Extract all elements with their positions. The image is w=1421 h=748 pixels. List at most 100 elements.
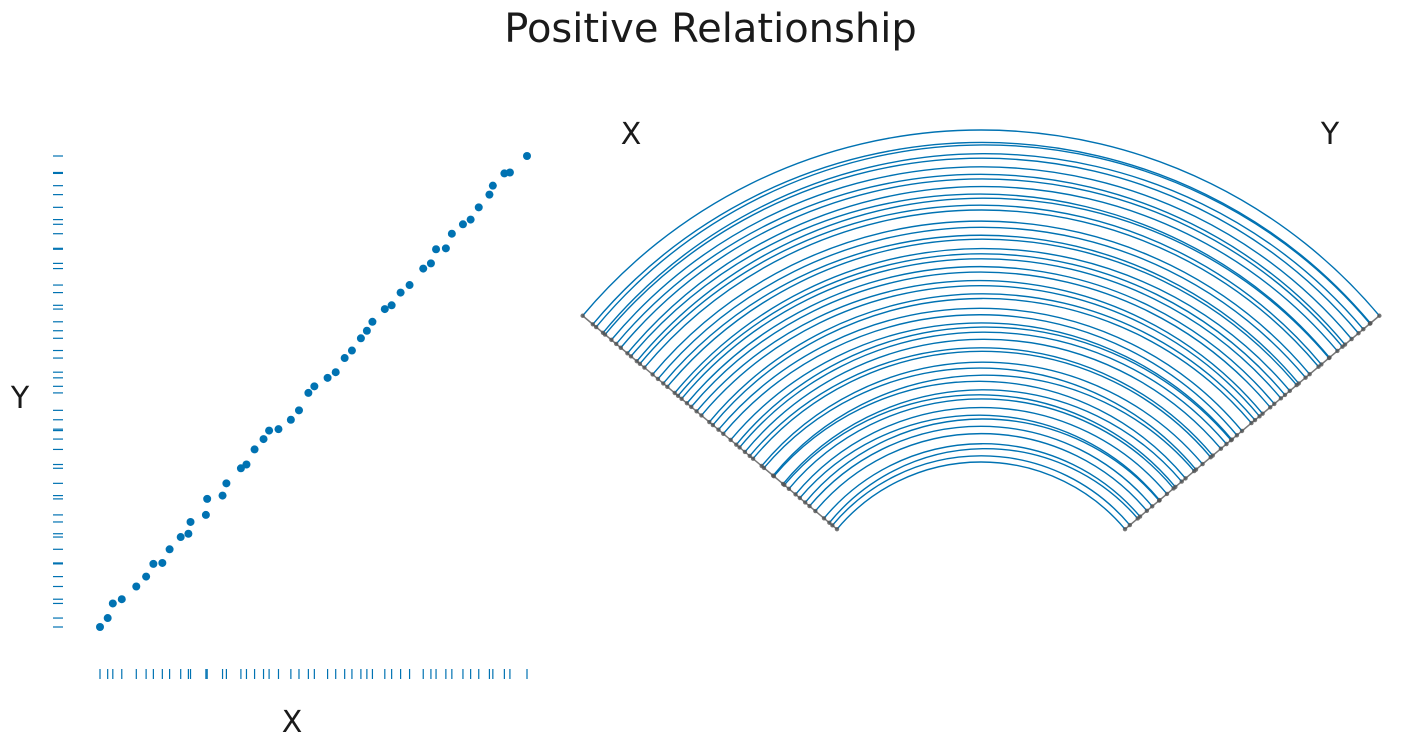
connection-arc xyxy=(657,226,1307,380)
x-node xyxy=(694,409,699,414)
y-node xyxy=(1368,321,1373,326)
x-node xyxy=(813,508,818,514)
scatter-point xyxy=(466,215,475,224)
connection-arc xyxy=(674,247,1291,394)
y-node xyxy=(1268,405,1273,410)
scatter-point xyxy=(132,582,141,591)
x-node xyxy=(699,413,704,418)
y-node xyxy=(1229,437,1235,442)
connection-arc xyxy=(735,326,1232,446)
y-node xyxy=(1157,497,1162,503)
scatter-point xyxy=(274,425,283,434)
y-node xyxy=(1179,479,1184,484)
scatter-point xyxy=(323,373,332,382)
scatter-point xyxy=(447,229,456,238)
scatter-point xyxy=(259,435,268,444)
scatter-point xyxy=(340,354,349,363)
connection-arc xyxy=(686,265,1275,405)
x-node xyxy=(827,520,832,525)
connection-arc xyxy=(794,406,1168,495)
connection-arc xyxy=(804,418,1160,503)
connection-arc xyxy=(643,209,1320,369)
y-node xyxy=(1361,326,1366,332)
y-node xyxy=(1303,375,1308,380)
y-node xyxy=(1377,313,1382,318)
connection-arc xyxy=(666,238,1298,388)
scatter-point xyxy=(149,559,158,568)
connection-arc xyxy=(696,279,1264,415)
connection-arc xyxy=(615,173,1346,346)
x-node xyxy=(728,437,733,443)
scatter-point xyxy=(117,595,126,604)
x-node xyxy=(721,431,726,436)
x-node xyxy=(710,422,716,428)
connection-arc xyxy=(761,361,1204,467)
scatter-point xyxy=(419,264,428,273)
scatter-point xyxy=(286,415,295,424)
x-node xyxy=(614,341,619,347)
scatter-point xyxy=(218,491,227,500)
y-node xyxy=(1127,522,1133,528)
connection-arc xyxy=(828,448,1139,524)
x-node xyxy=(737,445,742,450)
x-node xyxy=(802,500,808,505)
x-node xyxy=(661,381,666,386)
scatter-point xyxy=(523,152,531,160)
scatter-point xyxy=(186,517,195,526)
x-node xyxy=(834,526,840,532)
scatter-point xyxy=(405,281,414,290)
scatter-point xyxy=(201,510,210,519)
connection-arc xyxy=(610,166,1353,341)
arc-x-axis-label: X xyxy=(621,117,642,152)
scatter-point xyxy=(222,479,231,488)
x-node xyxy=(830,523,835,528)
y-node xyxy=(1282,392,1288,398)
connection-arc xyxy=(630,193,1331,359)
x-node xyxy=(655,376,661,382)
connection-arc xyxy=(636,197,1330,362)
x-node xyxy=(716,427,721,432)
connection-arc xyxy=(773,380,1187,479)
chart-title: Positive Relationship xyxy=(504,6,917,52)
scatter-point xyxy=(304,388,313,397)
x-node xyxy=(618,345,624,350)
y-node xyxy=(1164,491,1170,497)
connection-arc xyxy=(677,253,1286,397)
x-node xyxy=(793,492,798,497)
y-node xyxy=(1218,446,1224,451)
scatter-point xyxy=(396,288,405,297)
connection-arc xyxy=(595,144,1371,328)
scatter-point xyxy=(250,445,259,454)
x-node xyxy=(689,404,694,410)
x-node xyxy=(590,322,596,327)
y-axis-label: Y xyxy=(10,381,30,416)
y-node xyxy=(1356,331,1361,336)
y-node xyxy=(1210,453,1215,458)
x-node xyxy=(580,313,585,318)
connection-arc xyxy=(626,185,1338,354)
scatter-panel: XY xyxy=(10,152,531,740)
y-node xyxy=(1183,476,1188,481)
connection-arc xyxy=(712,297,1252,426)
x-node xyxy=(679,396,684,401)
scatter-point xyxy=(387,301,396,310)
scatter-point xyxy=(103,614,112,623)
connection-arc xyxy=(749,347,1214,457)
x-node xyxy=(642,365,647,370)
scatter-point xyxy=(294,406,303,415)
y-node xyxy=(1335,348,1340,354)
x-node xyxy=(628,354,634,359)
y-node xyxy=(1144,508,1150,514)
connection-arc xyxy=(722,314,1238,436)
y-node xyxy=(1287,388,1293,394)
x-node xyxy=(637,361,643,366)
x-node xyxy=(684,401,690,406)
connection-arc xyxy=(772,374,1195,477)
scatter-point xyxy=(331,368,340,377)
scatter-point xyxy=(362,326,371,335)
scatter-point xyxy=(485,190,494,199)
x-node xyxy=(707,419,712,425)
x-node xyxy=(650,372,655,377)
